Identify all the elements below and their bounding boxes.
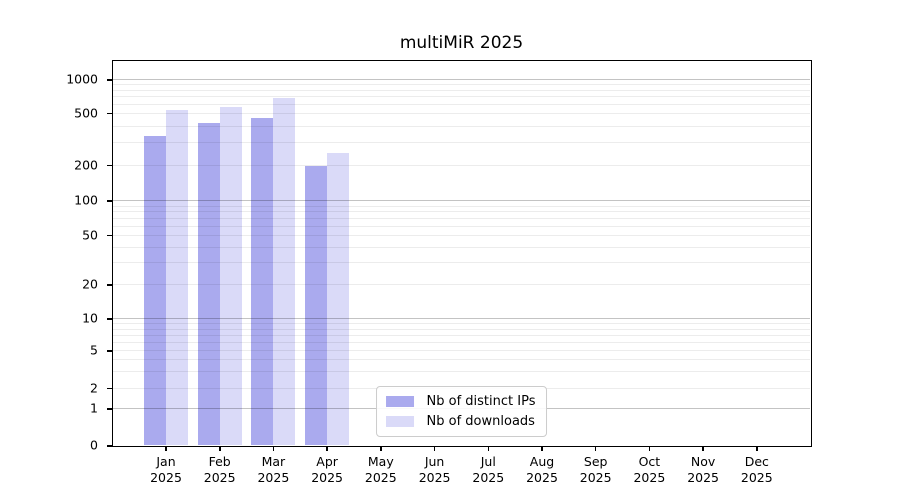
gridline-200	[113, 164, 810, 166]
plot-area: Nb of distinct IPs Nb of downloads	[111, 59, 812, 447]
gridline-700	[113, 96, 810, 98]
gridline-400	[113, 125, 810, 127]
y-tick-label-200: 200	[74, 157, 98, 173]
y-tick-mark-2	[107, 387, 113, 390]
gridline-10	[113, 318, 810, 320]
gridline-6	[113, 341, 810, 343]
x-axis: Jan 2025 Feb 2025 Mar 2025 Apr 2025 May 2025 Jun 20…	[113, 445, 810, 500]
gridline-9	[113, 323, 810, 325]
bar-downloads-apr	[327, 152, 350, 445]
y-tick-label-500: 500	[74, 105, 98, 121]
gridline-500	[113, 112, 810, 114]
gridline-300	[113, 141, 810, 143]
gridline-900	[113, 84, 810, 86]
x-tick-mark-apr	[326, 446, 328, 451]
x-tick-label-mar: Mar 2025	[257, 454, 290, 485]
y-tick-mark-200	[107, 164, 113, 167]
bars-layer	[113, 61, 810, 445]
gridline-1000	[113, 79, 810, 80]
y-tick-mark-50	[107, 234, 113, 237]
x-tick-mark-sep	[594, 446, 597, 451]
gridline-60	[113, 225, 810, 227]
y-axis: 0 1 2 5 10 20 50 100 200 500 1000	[0, 61, 113, 453]
bar-distinct-ips-apr	[305, 166, 328, 445]
x-tick-mark-jan	[165, 446, 167, 451]
legend-label-downloads: Nb of downloads	[426, 414, 535, 429]
y-tick-mark-500	[107, 112, 113, 115]
y-tick-label-5: 5	[90, 342, 98, 358]
y-tick-label-10: 10	[82, 310, 98, 326]
bar-distinct-ips-mar	[251, 118, 274, 445]
x-tick-label-aug: Aug 2025	[526, 454, 558, 485]
x-tick-label-jan: Jan 2025	[150, 454, 182, 485]
x-tick-label-apr: Apr 2025	[311, 454, 343, 485]
x-tick-label-may: May 2025	[364, 454, 397, 485]
gridline-40	[113, 246, 810, 248]
x-tick-mark-dec	[756, 446, 758, 451]
x-tick-mark-jul	[487, 446, 489, 451]
bar-downloads-jan	[166, 110, 188, 445]
gridline-100	[113, 200, 810, 202]
y-tick-mark-100	[107, 200, 113, 202]
y-tick-mark-1000	[107, 79, 113, 81]
gridline-20	[113, 284, 810, 286]
y-tick-mark-1	[107, 408, 113, 410]
y-tick-mark-5	[107, 350, 113, 352]
y-tick-mark-10	[107, 318, 113, 320]
x-tick-label-dec: Dec 2025	[740, 454, 773, 485]
bar-distinct-ips-jan	[144, 135, 166, 445]
x-tick-mark-feb	[219, 446, 221, 451]
gridline-4	[113, 359, 810, 361]
gridline-7	[113, 334, 810, 336]
y-tick-label-0: 0	[90, 437, 98, 453]
gridline-600	[113, 104, 810, 105]
x-tick-mark-mar	[272, 446, 275, 451]
gridline-800	[113, 89, 810, 91]
legend-swatch-distinct-ips	[385, 396, 414, 407]
y-tick-label-1: 1	[90, 400, 98, 416]
x-tick-mark-aug	[541, 446, 543, 451]
legend: Nb of distinct IPs Nb of downloads	[375, 386, 548, 437]
x-tick-mark-nov	[702, 446, 704, 451]
legend-swatch-downloads	[385, 416, 414, 427]
x-tick-label-feb: Feb 2025	[203, 454, 236, 485]
gridline-30	[113, 262, 810, 264]
y-tick-label-50: 50	[82, 227, 98, 243]
x-tick-mark-may	[380, 446, 382, 451]
gridline-50	[113, 234, 810, 236]
gridlines-layer	[113, 61, 810, 445]
bar-distinct-ips-feb	[197, 122, 220, 445]
y-tick-label-1000: 1000	[66, 71, 98, 87]
y-tick-label-2: 2	[90, 380, 98, 396]
x-tick-label-oct: Oct 2025	[633, 454, 666, 485]
legend-item-distinct-ips: Nb of distinct IPs	[385, 394, 536, 409]
gridline-3	[113, 371, 810, 373]
gridline-80	[113, 211, 810, 213]
gridline-5	[113, 350, 810, 352]
y-tick-mark-20	[107, 284, 113, 286]
gridline-90	[113, 205, 810, 207]
x-tick-mark-oct	[648, 446, 651, 451]
gridline-70	[113, 218, 810, 219]
x-tick-mark-jun	[433, 446, 436, 451]
x-tick-label-nov: Nov 2025	[687, 454, 719, 485]
y-tick-label-20: 20	[82, 276, 98, 292]
y-tick-mark-0	[107, 445, 113, 447]
x-tick-label-jun: Jun 2025	[418, 454, 451, 485]
gridline-8	[113, 328, 810, 330]
chart-title: multiMiR 2025	[399, 33, 524, 53]
x-tick-label-sep: Sep 2025	[579, 454, 612, 485]
y-tick-label-100: 100	[74, 192, 98, 208]
legend-label-distinct-ips: Nb of distinct IPs	[426, 394, 536, 409]
bar-downloads-feb	[219, 106, 242, 445]
x-tick-label-jul: Jul 2025	[472, 454, 505, 485]
legend-item-downloads: Nb of downloads	[385, 414, 536, 429]
bar-downloads-mar	[273, 98, 296, 445]
